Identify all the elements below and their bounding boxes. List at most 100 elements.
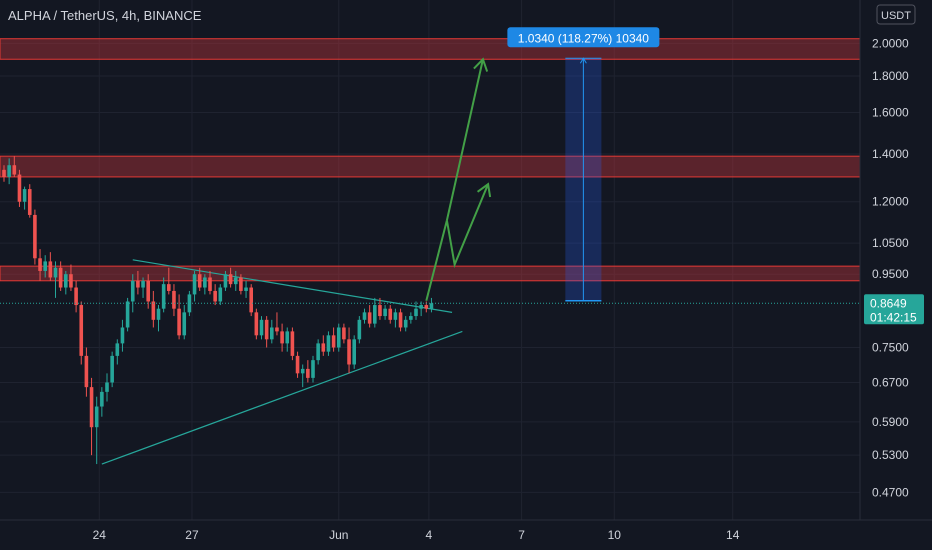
grid-lines: [0, 0, 860, 520]
price-range-projection: [565, 57, 602, 302]
price-tick-label: 0.7500: [872, 340, 909, 354]
candle-body: [136, 280, 140, 288]
candle-body: [331, 335, 336, 348]
candle-body: [182, 312, 187, 336]
time-tick-label: 4: [426, 528, 433, 542]
candle-body: [84, 355, 89, 388]
trendline: [101, 330, 463, 465]
currency-badge[interactable]: USDT: [876, 4, 916, 25]
candle-body: [367, 312, 372, 324]
candle-body: [336, 327, 341, 348]
candle-countdown: 01:42:15: [870, 310, 917, 324]
candle-body: [254, 312, 259, 336]
candle-body: [156, 308, 161, 320]
candle-body: [409, 316, 413, 320]
trendline: [132, 259, 453, 313]
candle-body: [79, 305, 84, 356]
price-tick-label: 0.5300: [872, 448, 909, 462]
candle-body: [167, 284, 171, 291]
candle-body: [316, 343, 320, 361]
candle-body: [89, 387, 94, 428]
candle-body: [290, 331, 295, 356]
candle-body: [259, 319, 264, 336]
candle-body: [208, 277, 212, 291]
candle-body: [373, 305, 377, 324]
projection-label: 1.0340 (118.27%) 10340: [507, 27, 660, 48]
candle-body: [295, 355, 300, 374]
candle-body: [378, 305, 382, 317]
candle-body: [300, 368, 305, 374]
candle-body: [151, 301, 156, 320]
candle-body: [120, 327, 125, 344]
arrow-head: [473, 57, 489, 72]
candle-body: [393, 312, 398, 320]
price-tick-label: 2.0000: [872, 36, 909, 50]
price-tick-label: 1.4000: [872, 147, 909, 161]
candle-body: [342, 327, 346, 340]
price-tick-label: 0.9500: [872, 267, 909, 281]
candle-body: [357, 319, 362, 340]
candle-body: [275, 327, 279, 332]
time-tick-label: 27: [185, 528, 199, 542]
candle-body: [38, 258, 42, 271]
price-axis[interactable]: [860, 0, 932, 520]
current-price-value: 0.8649: [870, 296, 907, 310]
candle-body: [321, 343, 326, 352]
time-tick-label: 7: [518, 528, 525, 542]
candle-body: [414, 308, 418, 317]
projection-arrowhead: [579, 57, 587, 64]
candle-body: [48, 261, 53, 278]
currency-label: USDT: [881, 10, 911, 22]
candle-body: [177, 308, 181, 336]
candle-body: [424, 305, 429, 309]
candle-body: [213, 290, 217, 302]
candle-body: [306, 368, 310, 378]
arrow-head: [476, 182, 492, 198]
candle-body: [22, 189, 27, 202]
candle-body: [285, 331, 290, 344]
candle-body: [249, 287, 253, 313]
candle-body: [264, 319, 269, 340]
candle-body: [419, 305, 423, 309]
candle-body: [403, 319, 408, 328]
time-axis-labels: 24 27 Jun 4 7 10 14: [93, 528, 740, 542]
candle-body: [53, 267, 58, 278]
candle-body: [362, 312, 367, 320]
arrow-line: [445, 59, 484, 221]
candle-body: [347, 339, 351, 365]
candle-body: [197, 274, 202, 288]
candle-body: [7, 165, 11, 177]
candle-body: [105, 382, 109, 392]
price-tick-label: 1.0500: [872, 236, 909, 250]
current-price-badge[interactable]: 0.8649 01:42:15: [864, 294, 924, 325]
price-tick-label: 1.2000: [872, 195, 909, 209]
price-tick-label: 1.8000: [872, 69, 909, 83]
projection-label-bg: [507, 27, 660, 48]
projection-label-text: 1.0340 (118.27%) 10340: [518, 31, 650, 45]
candle-body: [43, 261, 47, 271]
candle-body: [239, 277, 243, 291]
candle-body: [429, 303, 434, 309]
candle-body: [218, 287, 223, 302]
candle-body: [110, 355, 114, 383]
candle-body: [280, 331, 284, 344]
candle-body: [69, 274, 73, 288]
candle-body: [33, 214, 37, 259]
projection-arrows: [425, 57, 492, 302]
triangle-trendlines: [101, 259, 463, 465]
current-price-badge-bg: [864, 294, 924, 325]
candle-body: [58, 267, 63, 288]
candle-body: [383, 308, 387, 317]
resistance-zone: [0, 155, 861, 178]
resistance-zone: [0, 265, 861, 282]
price-axis-labels: 2.0000 1.8000 1.6000 1.4000 1.2000 1.0500 0.95…: [872, 36, 909, 499]
candle-body: [141, 280, 145, 288]
candle-body: [2, 169, 6, 177]
resistance-zone: [0, 38, 861, 60]
time-axis[interactable]: [0, 520, 860, 550]
candle-body: [12, 165, 17, 175]
candle-body: [115, 343, 120, 356]
price-tick-label: 0.4700: [872, 485, 909, 499]
